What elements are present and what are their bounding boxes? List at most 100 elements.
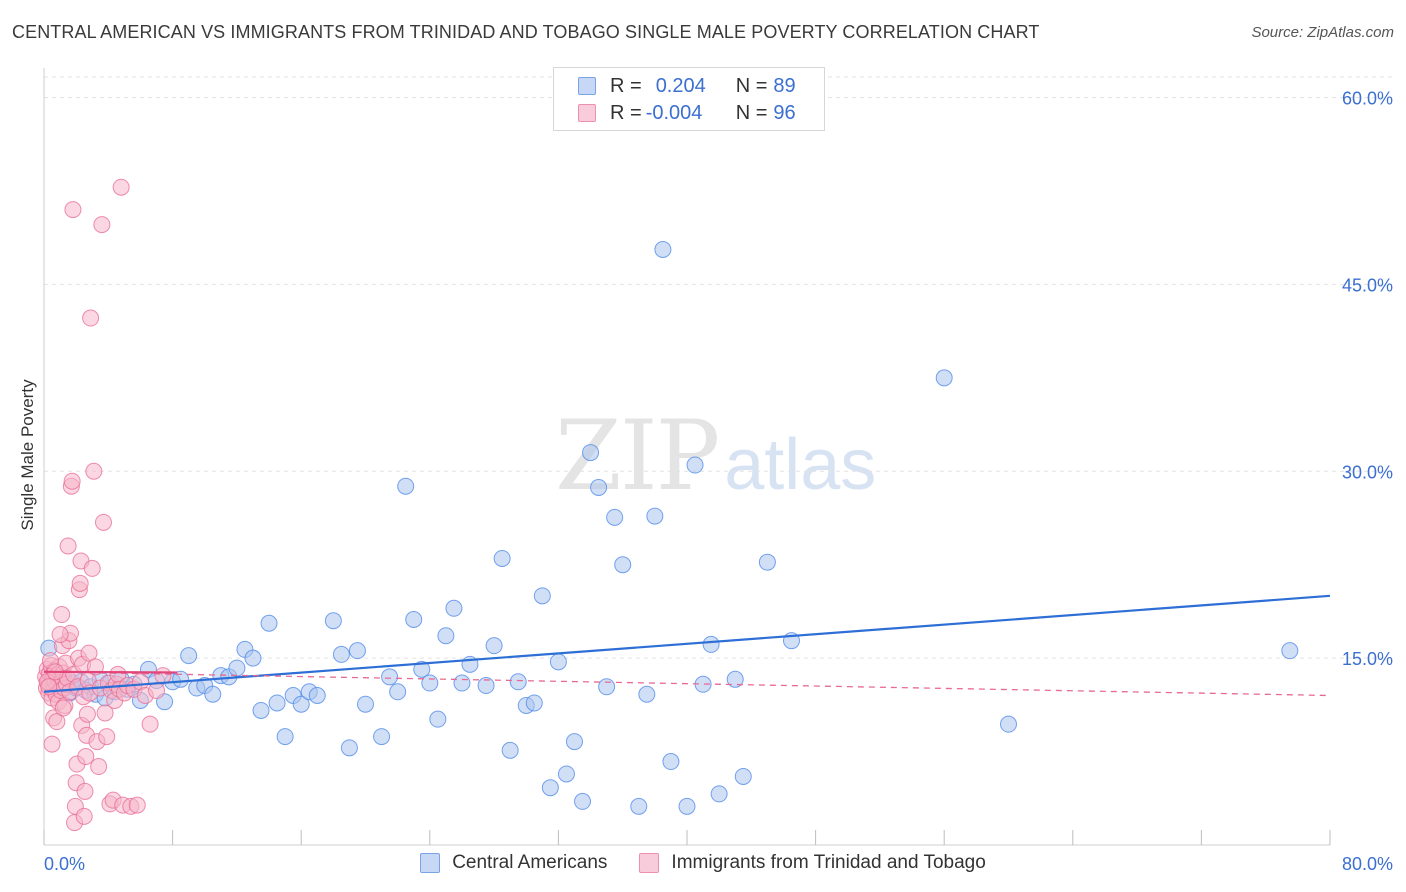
y-tick-label: 45.0% (1342, 275, 1393, 295)
y-tick-label: 15.0% (1342, 649, 1393, 669)
source-label: Source: ZipAtlas.com (1251, 24, 1394, 41)
legend-row-central-americans: R = 0.204 N = 89 (578, 74, 796, 98)
point-central-americans (453, 674, 471, 692)
point-central-americans (357, 695, 374, 713)
point-central-americans (654, 240, 672, 258)
point-central-americans (1000, 715, 1017, 733)
legend-n-value: 89 (773, 74, 796, 97)
point-trinidad-tobago (94, 513, 112, 531)
point-trinidad-tobago (76, 782, 94, 800)
point-trinidad-tobago (154, 667, 172, 685)
point-central-americans (445, 599, 463, 617)
point-central-americans (429, 710, 447, 728)
point-trinidad-tobago (53, 606, 71, 624)
y-tick-label: 60.0% (1342, 89, 1393, 109)
legend-r-value: 0.204 (655, 74, 706, 97)
point-trinidad-tobago (77, 748, 95, 766)
bottom-legend-label: Immigrants from Trinidad and Tobago (671, 852, 986, 873)
point-trinidad-tobago (128, 796, 146, 814)
point-central-americans (541, 779, 559, 797)
point-central-americans (381, 668, 399, 686)
point-central-americans (413, 660, 431, 678)
legend-swatch-pink (578, 104, 596, 122)
legend-n-label: N = (735, 101, 768, 124)
point-trinidad-tobago (83, 559, 101, 577)
point-trinidad-tobago (75, 807, 93, 825)
x-tick-label: 0.0% (44, 854, 85, 874)
point-central-americans (935, 369, 953, 387)
bottom-legend-swatch-blue (420, 853, 441, 873)
point-trinidad-tobago (90, 758, 108, 776)
point-central-americans (180, 647, 198, 665)
point-trinidad-tobago (93, 216, 111, 234)
point-central-americans (244, 649, 262, 667)
point-central-americans (638, 685, 656, 703)
point-central-americans (710, 785, 728, 803)
point-central-americans (614, 556, 632, 574)
point-central-americans (590, 478, 608, 496)
legend-swatch-blue (578, 77, 596, 95)
point-central-americans (493, 549, 511, 567)
point-central-americans (574, 792, 592, 810)
point-central-americans (1281, 642, 1299, 660)
point-central-americans (582, 444, 600, 462)
legend-n-label: N = (735, 74, 768, 97)
point-central-americans (324, 612, 342, 630)
point-central-americans (373, 728, 391, 746)
legend-r-label: R = (610, 101, 642, 124)
point-central-americans (758, 553, 776, 571)
point-trinidad-tobago (86, 658, 104, 676)
point-trinidad-tobago (78, 705, 96, 723)
point-central-americans (726, 670, 744, 688)
legend-r-value: -0.004 (645, 101, 703, 124)
point-central-americans (405, 611, 423, 629)
watermark: ZIPatlas (555, 400, 876, 512)
point-trinidad-tobago (63, 472, 81, 490)
point-central-americans (228, 659, 246, 677)
bottom-legend-swatch-pink (639, 853, 660, 873)
point-central-americans (557, 765, 575, 783)
point-trinidad-tobago (43, 735, 61, 753)
point-central-americans (172, 670, 190, 688)
trendline-central-americans (43, 594, 1331, 693)
point-central-americans (662, 753, 680, 771)
point-central-americans (268, 694, 286, 712)
watermark-atlas: atlas (724, 425, 877, 505)
point-central-americans (549, 653, 567, 671)
point-central-americans (397, 477, 415, 495)
point-central-americans (332, 645, 350, 663)
point-central-americans (340, 739, 358, 757)
point-central-americans (509, 673, 527, 691)
watermark-zip: ZIP (555, 400, 720, 512)
point-central-americans (204, 685, 222, 703)
point-central-americans (606, 508, 624, 526)
point-central-americans (389, 683, 407, 701)
bottom-legend-label: Central Americans (452, 852, 608, 873)
point-trinidad-tobago (85, 462, 103, 480)
point-trinidad-tobago (112, 178, 130, 196)
legend-box: R = 0.204 N = 89 R = -0.004 N = 96 (553, 67, 825, 131)
point-trinidad-tobago (148, 682, 166, 700)
point-central-americans (678, 797, 696, 815)
point-trinidad-tobago (141, 715, 159, 733)
point-central-americans (260, 614, 278, 632)
point-central-americans (598, 678, 616, 696)
legend-row-trinidad: R = -0.004 N = 96 (578, 101, 796, 125)
point-central-americans (252, 701, 270, 719)
point-central-americans (646, 507, 664, 525)
point-trinidad-tobago (82, 309, 100, 327)
point-trinidad-tobago (48, 713, 66, 731)
point-central-americans (501, 741, 519, 759)
point-central-americans (630, 797, 648, 815)
point-central-americans (485, 637, 503, 655)
point-central-americans (533, 587, 551, 605)
bottom-legend: Central Americans Immigrants from Trinid… (0, 852, 1406, 874)
y-axis-label: Single Male Poverty (18, 379, 37, 531)
chart-title: CENTRAL AMERICAN VS IMMIGRANTS FROM TRIN… (12, 22, 1040, 42)
point-central-americans (525, 694, 543, 712)
point-central-americans (292, 695, 310, 713)
point-trinidad-tobago (80, 644, 98, 662)
y-tick-label: 30.0% (1342, 462, 1393, 482)
point-trinidad-tobago (96, 704, 114, 722)
point-central-americans (686, 456, 704, 474)
